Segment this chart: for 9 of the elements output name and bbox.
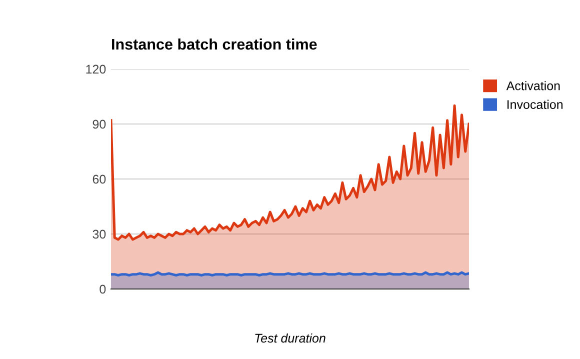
y-tick-label: 30 — [92, 230, 106, 239]
chart-title: Instance batch creation time — [112, 38, 317, 50]
legend-label: Activation — [506, 81, 560, 90]
y-tick-label: 0 — [100, 284, 106, 294]
y-tick-label: 60 — [92, 174, 106, 184]
y-tick-label: 120 — [86, 64, 106, 74]
x-axis-title: Test duration — [255, 333, 326, 343]
y-tick-label: 90 — [92, 120, 106, 129]
legend-label: Invocation — [507, 100, 562, 109]
